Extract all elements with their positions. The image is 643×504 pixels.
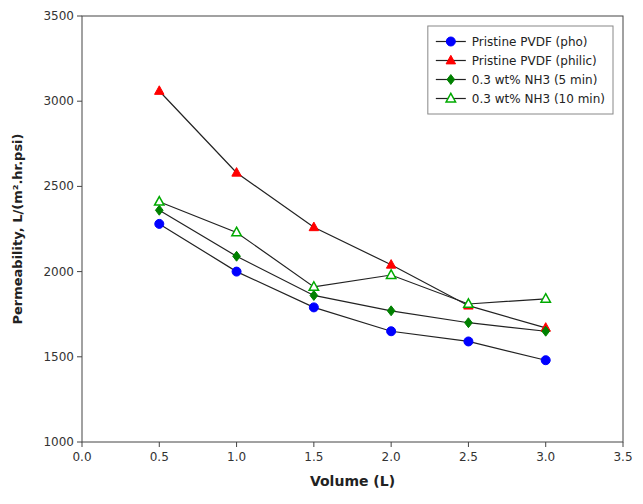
x-axis-label: Volume (L) bbox=[310, 473, 395, 489]
data-point bbox=[386, 270, 395, 279]
x-tick-label: 0.5 bbox=[150, 450, 169, 464]
y-tick-label: 2000 bbox=[43, 265, 74, 279]
data-point bbox=[155, 219, 164, 228]
data-point bbox=[464, 299, 473, 308]
x-tick bbox=[391, 442, 392, 447]
x-tick-label: 3.0 bbox=[536, 450, 555, 464]
data-point bbox=[464, 337, 473, 346]
y-tick bbox=[77, 16, 82, 17]
data-point bbox=[465, 318, 473, 328]
y-axis-label: Permeability, L/(m².hr.psi) bbox=[10, 133, 25, 324]
legend-label: 0.3 wt% NH3 (5 min) bbox=[472, 73, 598, 87]
legend-label: Pristine PVDF (pho) bbox=[472, 35, 588, 49]
x-tick-label: 2.5 bbox=[459, 450, 478, 464]
series-line bbox=[159, 210, 545, 331]
x-tick bbox=[313, 442, 314, 447]
data-point bbox=[309, 303, 318, 312]
y-tick-label: 3000 bbox=[43, 94, 74, 108]
y-tick bbox=[77, 442, 82, 443]
data-point bbox=[309, 282, 318, 291]
y-tick-label: 1500 bbox=[43, 350, 74, 364]
data-point bbox=[387, 327, 396, 336]
x-tick-label: 2.0 bbox=[382, 450, 401, 464]
x-tick bbox=[623, 442, 624, 447]
data-point bbox=[541, 356, 550, 365]
x-tick-label: 1.5 bbox=[304, 450, 323, 464]
plot-area bbox=[155, 86, 551, 365]
series-line bbox=[159, 202, 545, 304]
data-point bbox=[232, 267, 241, 276]
data-point bbox=[309, 222, 318, 231]
legend: Pristine PVDF (pho) Pristine PVDF (philic… bbox=[428, 26, 613, 114]
x-tick bbox=[82, 442, 83, 447]
x-tick bbox=[468, 442, 469, 447]
data-point bbox=[542, 326, 550, 336]
legend-label: Pristine PVDF (philic) bbox=[472, 54, 597, 68]
y-tick-label: 1000 bbox=[43, 435, 74, 449]
y-tick bbox=[77, 101, 82, 102]
y-tick bbox=[77, 356, 82, 357]
data-point bbox=[387, 306, 395, 316]
x-tick-label: 0.0 bbox=[72, 450, 91, 464]
legend-box bbox=[428, 26, 613, 114]
axes: 0.0 0.5 1.0 1.5 2.0 2.5 3.0 3.5 1000 1500 2000 2500… bbox=[43, 9, 632, 464]
data-point bbox=[155, 205, 163, 215]
y-tick-label: 3500 bbox=[43, 9, 74, 23]
legend-marker bbox=[447, 75, 455, 85]
data-point bbox=[541, 294, 550, 303]
series-line bbox=[159, 91, 545, 328]
x-tick bbox=[545, 442, 546, 447]
data-point bbox=[155, 86, 164, 95]
data-point bbox=[233, 251, 241, 261]
legend-label: 0.3 wt% NH3 (10 min) bbox=[472, 92, 605, 106]
y-tick bbox=[77, 186, 82, 187]
data-point bbox=[310, 291, 318, 301]
data-point bbox=[232, 227, 241, 236]
y-tick-label: 2500 bbox=[43, 179, 74, 193]
data-point bbox=[232, 168, 241, 177]
y-tick bbox=[77, 271, 82, 272]
plot-frame bbox=[82, 16, 623, 442]
x-tick bbox=[236, 442, 237, 447]
legend-marker bbox=[446, 93, 455, 102]
x-tick bbox=[159, 442, 160, 447]
data-point bbox=[386, 260, 395, 269]
chart: 0.0 0.5 1.0 1.5 2.0 2.5 3.0 3.5 1000 1500 2000 2500… bbox=[0, 0, 643, 504]
data-point bbox=[155, 197, 164, 206]
legend-marker bbox=[446, 37, 455, 46]
x-tick-label: 3.5 bbox=[613, 450, 632, 464]
legend-marker bbox=[446, 55, 455, 64]
x-tick-label: 1.0 bbox=[227, 450, 246, 464]
